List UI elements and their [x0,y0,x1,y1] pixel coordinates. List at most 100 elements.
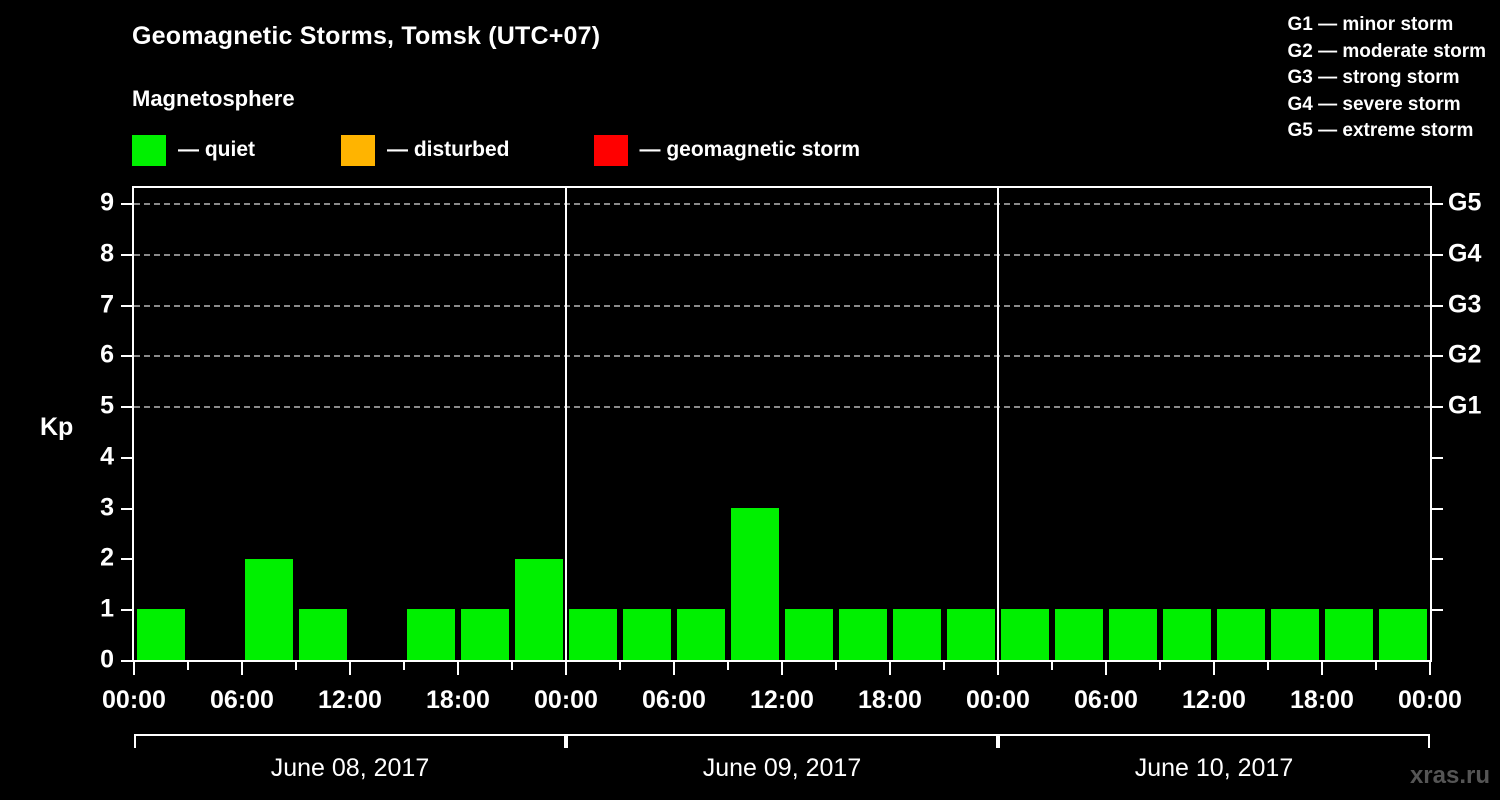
date-label: June 08, 2017 [270,754,430,782]
bar-kp[interactable] [623,609,671,660]
y-tick-0 [121,660,132,662]
g-scale-row-4: G4 — severe storm [1287,93,1461,115]
legend-geomagnetic-storm-label: — geomagnetic storm [639,138,861,161]
bar-kp[interactable] [677,609,725,660]
bar-kp[interactable] [947,609,995,660]
chart-plot-area [132,186,1432,662]
y-tick-label-4: 4 [100,442,114,471]
g-scale-row-5: G5 — extreme storm [1287,120,1474,141]
bar-kp[interactable] [1109,609,1157,660]
x-tick-minor [187,662,189,670]
magnetosphere-legend: — quiet — disturbed — geomagnetic storm [132,133,860,167]
bar-kp[interactable] [1163,609,1211,660]
x-tick-label: 00:00 [102,686,166,714]
x-tick-major [133,662,135,675]
bar-kp[interactable] [1325,609,1373,660]
y-tick-3 [121,507,132,510]
bar-kp[interactable] [785,609,833,660]
watermark: xras.ru [1409,762,1490,789]
bar-kp[interactable] [515,558,563,660]
bar-kp[interactable] [839,609,887,660]
date-bracket [998,734,1430,748]
bar-kp[interactable] [1379,609,1427,660]
y-tick-8 [121,253,132,256]
x-tick-minor [943,662,945,670]
y-tick-1 [121,609,132,612]
y-tick-9 [121,203,132,206]
x-tick-minor [1051,662,1053,670]
x-tick-label: 00:00 [1398,686,1462,714]
y-tick-6 [121,355,132,358]
x-tick-major [457,662,459,675]
x-tick-minor [619,662,621,670]
bar-kp[interactable] [245,558,293,660]
x-tick-major [1429,662,1431,675]
right-axis-label-G4: G4 [1448,239,1482,268]
x-tick-minor [1159,662,1161,670]
bar-kp[interactable] [893,609,941,660]
right-tick-kp-7 [1432,304,1443,307]
x-tick-minor [1375,662,1377,670]
bar-kp[interactable] [137,609,185,660]
chart-plot-inner [134,188,1430,660]
right-tick-kp-6 [1432,355,1443,358]
bar-kp[interactable] [1217,609,1265,660]
x-tick-minor [403,662,405,670]
day-separator [565,188,567,660]
y-tick-2 [121,558,132,561]
legend-disturbed[interactable]: — disturbed [341,134,510,166]
day-separator [997,188,999,660]
y-tick-label-0: 0 [100,645,114,674]
x-tick-minor [295,662,297,670]
x-tick-major [1321,662,1323,675]
x-tick-label: 00:00 [966,686,1030,714]
legend-geomagnetic-storm-swatch-icon [593,134,628,166]
y-tick-label-6: 6 [100,340,114,369]
y-tick-label-1: 1 [100,594,114,623]
right-tick-kp-1 [1432,609,1443,612]
y-tick-7 [121,304,132,307]
g-scale-row-2: G2 — moderate storm [1287,40,1487,62]
x-tick-minor [511,662,513,670]
right-axis-label-G5: G5 [1448,188,1482,217]
x-tick-label: 18:00 [426,686,490,714]
bar-kp[interactable] [461,609,509,660]
legend-quiet[interactable]: — quiet [132,134,255,166]
g-scale-row-3: G3 — strong storm [1287,67,1460,88]
y-axis-title: Kp [40,413,74,441]
right-tick-kp-9 [1432,203,1443,206]
y-tick-label-8: 8 [100,239,114,268]
x-tick-minor [727,662,729,670]
right-tick-kp-5 [1432,406,1443,409]
date-label: June 10, 2017 [1134,754,1294,782]
bar-kp[interactable] [299,609,347,660]
x-tick-label: 12:00 [318,686,382,714]
x-tick-label: 06:00 [642,686,706,714]
x-tick-major [349,662,351,675]
legend-disturbed-label: — disturbed [387,138,510,161]
bar-kp[interactable] [569,609,617,660]
g-scale-row-1: G1 — minor storm [1287,14,1454,35]
x-tick-minor [835,662,837,670]
x-tick-major [565,662,567,675]
bar-kp[interactable] [1055,609,1103,660]
right-tick-kp-3 [1432,507,1443,510]
right-tick-kp-4 [1432,456,1443,459]
y-tick-label-5: 5 [100,391,114,420]
bar-kp[interactable] [1001,609,1049,660]
x-tick-label: 18:00 [858,686,922,714]
bar-kp[interactable] [407,609,455,660]
x-tick-major [1105,662,1107,675]
bar-kp[interactable] [731,507,779,660]
legend-geomagnetic-storm[interactable]: — geomagnetic storm [593,134,861,166]
x-tick-label: 06:00 [1074,686,1138,714]
legend-quiet-swatch-icon [132,134,166,166]
date-label: June 09, 2017 [702,754,862,782]
x-tick-label: 06:00 [210,686,274,714]
bar-kp[interactable] [1271,609,1319,660]
x-tick-major [781,662,783,675]
date-bracket [134,734,566,748]
y-tick-5 [121,406,132,409]
gridline-kp-6 [134,355,1430,358]
right-axis-label-G2: G2 [1448,340,1482,369]
